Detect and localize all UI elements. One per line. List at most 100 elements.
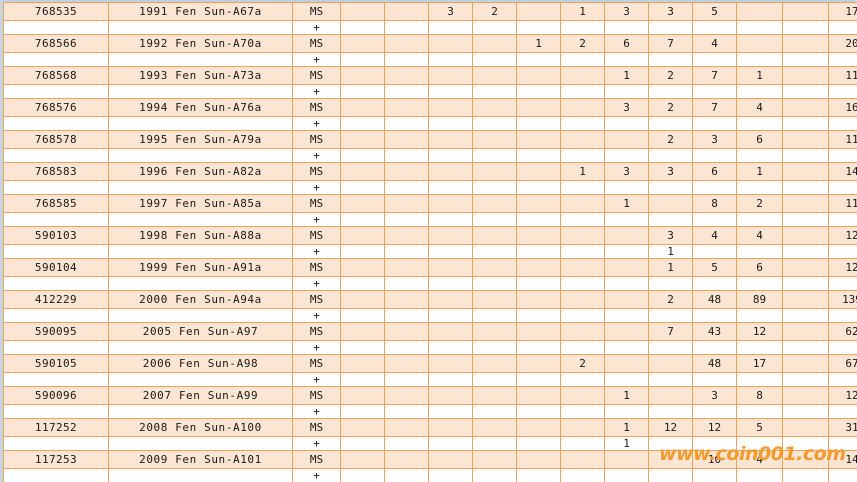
cell-grade-label-plus: + [292, 340, 341, 355]
cell-certification-id [3, 180, 109, 195]
cell-grade-count [428, 180, 473, 195]
cell-grade-count [648, 20, 693, 35]
cell-grade-count [782, 226, 829, 245]
cell-coin-name [108, 116, 293, 131]
cell-grade-count [516, 130, 561, 149]
cell-grade-count [692, 244, 737, 259]
cell-grade-count [692, 180, 737, 195]
table-row: +1 [3, 436, 857, 451]
cell-certification-id [3, 116, 109, 131]
cell-grade-count [384, 226, 429, 245]
cell-grade-count [692, 148, 737, 163]
cell-grade-count: 1 [604, 436, 649, 451]
cell-certification-id: 590095 [3, 322, 109, 341]
cell-grade-count: 12 [736, 322, 783, 341]
cell-certification-id [3, 372, 109, 387]
cell-grade-label-plus: + [292, 180, 341, 195]
cell-grade-count [428, 386, 473, 405]
cell-total: 14 [828, 162, 857, 181]
cell-grade-count [428, 20, 473, 35]
cell-grade-count [472, 450, 517, 469]
cell-certification-id: 590104 [3, 258, 109, 277]
cell-grade-count [340, 468, 385, 482]
cell-grade-count [472, 322, 517, 341]
cell-grade-count [782, 116, 829, 131]
cell-grade-count: 3 [428, 2, 473, 21]
cell-grade-count: 6 [736, 130, 783, 149]
cell-grade-count [428, 450, 473, 469]
cell-grade-count [384, 116, 429, 131]
cell-grade-count [384, 98, 429, 117]
cell-grade-count [428, 372, 473, 387]
cell-coin-name: 2000 Fen Sun-A94a [108, 290, 293, 309]
cell-grade-label-plus: + [292, 116, 341, 131]
cell-grade-label-ms: MS [292, 386, 341, 405]
cell-grade-count: 6 [692, 162, 737, 181]
cell-certification-id [3, 308, 109, 323]
table-row: + [3, 340, 857, 355]
cell-certification-id: 590103 [3, 226, 109, 245]
cell-coin-name [108, 308, 293, 323]
cell-grade-count [516, 212, 561, 227]
cell-grade-count [340, 52, 385, 67]
cell-grade-count [472, 20, 517, 35]
cell-grade-count [472, 290, 517, 309]
cell-grade-count [782, 162, 829, 181]
cell-coin-name [108, 180, 293, 195]
cell-grade-count [384, 258, 429, 277]
cell-grade-count [428, 226, 473, 245]
cell-grade-label-plus: + [292, 52, 341, 67]
cell-certification-id [3, 244, 109, 259]
cell-grade-count: 1 [604, 386, 649, 405]
cell-grade-count [384, 34, 429, 53]
cell-grade-count: 3 [648, 226, 693, 245]
cell-grade-label-plus: + [292, 212, 341, 227]
cell-certification-id [3, 212, 109, 227]
cell-grade-count [340, 84, 385, 99]
cell-total: 139 [828, 290, 857, 309]
cell-coin-name: 1993 Fen Sun-A73a [108, 66, 293, 85]
cell-grade-count [736, 34, 783, 53]
cell-coin-name [108, 84, 293, 99]
cell-grade-count [782, 130, 829, 149]
cell-total: 11 [828, 130, 857, 149]
cell-coin-name: 1992 Fen Sun-A70a [108, 34, 293, 53]
cell-grade-count [648, 404, 693, 419]
cell-grade-label-ms: MS [292, 354, 341, 373]
cell-grade-count: 3 [648, 162, 693, 181]
cell-grade-count [736, 180, 783, 195]
cell-grade-count [516, 308, 561, 323]
cell-grade-label-ms: MS [292, 66, 341, 85]
cell-grade-count [384, 148, 429, 163]
cell-grade-count: 2 [648, 130, 693, 149]
cell-grade-count [560, 212, 605, 227]
cell-grade-count [472, 130, 517, 149]
cell-grade-count [472, 34, 517, 53]
cell-grade-count [692, 276, 737, 291]
cell-grade-count [692, 404, 737, 419]
cell-grade-count [604, 130, 649, 149]
cell-grade-count [428, 354, 473, 373]
cell-grade-count [782, 276, 829, 291]
cell-grade-count: 4 [692, 226, 737, 245]
cell-grade-count [782, 148, 829, 163]
cell-grade-count: 6 [604, 34, 649, 53]
cell-grade-count [516, 468, 561, 482]
cell-coin-name: 1991 Fen Sun-A67a [108, 2, 293, 21]
cell-total [828, 212, 857, 227]
cell-grade-count [340, 450, 385, 469]
cell-grade-label-ms: MS [292, 290, 341, 309]
cell-grade-count [604, 180, 649, 195]
cell-grade-count [340, 404, 385, 419]
cell-grade-count [384, 180, 429, 195]
cell-grade-count [560, 148, 605, 163]
cell-grade-count [472, 226, 517, 245]
cell-grade-count: 17 [736, 354, 783, 373]
cell-coin-name [108, 404, 293, 419]
cell-grade-count [516, 244, 561, 259]
